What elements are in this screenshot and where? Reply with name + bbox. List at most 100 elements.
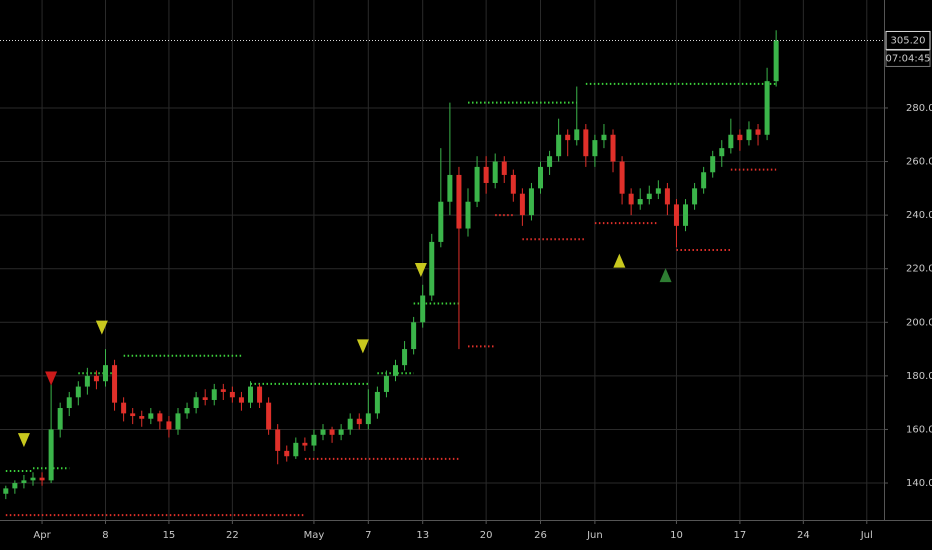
candle-body — [320, 429, 326, 435]
candle-body — [556, 134, 562, 157]
y-tick-label: 180.00 — [906, 371, 932, 382]
candle-body — [112, 365, 118, 403]
candle-body — [193, 397, 199, 409]
y-tick-label: 260.00 — [906, 157, 932, 168]
y-tick-label: 200.00 — [906, 317, 932, 328]
candle-body — [692, 188, 698, 205]
candle-body — [746, 129, 752, 141]
candle-body — [547, 156, 553, 167]
candle-body — [538, 166, 544, 189]
candle-body — [583, 129, 589, 157]
x-tick-label: 26 — [534, 530, 547, 541]
candle-body — [175, 413, 181, 430]
candle-body — [574, 129, 580, 141]
candle-body — [683, 204, 689, 226]
countdown-box — [885, 49, 931, 67]
x-tick-label: 10 — [670, 530, 683, 541]
signal-marker — [613, 253, 626, 268]
candle-body — [673, 204, 679, 226]
candle-body — [30, 477, 36, 481]
signal-marker — [659, 268, 672, 283]
candle-body — [420, 295, 426, 323]
candle-body — [710, 156, 716, 173]
candle-body — [510, 174, 516, 194]
x-tick-label: Jun — [586, 530, 603, 541]
candle-body — [66, 397, 72, 409]
candle-body — [474, 166, 480, 202]
candle-body — [528, 188, 534, 216]
candle-body — [773, 40, 779, 82]
x-tick-label: 24 — [797, 530, 810, 541]
candle-body — [646, 193, 652, 200]
candle-body — [374, 391, 380, 414]
candle-body — [157, 413, 163, 422]
candle-body — [293, 442, 299, 457]
candle-body — [338, 429, 344, 435]
candle-body — [719, 148, 725, 157]
last-price-label: 305.20 — [891, 35, 926, 46]
x-tick-label: 20 — [480, 530, 493, 541]
candle-body — [365, 413, 371, 425]
candle-body — [356, 418, 362, 425]
candle-body — [701, 172, 707, 189]
candle-body — [121, 402, 127, 414]
candle-body — [266, 402, 272, 430]
candle-body — [755, 129, 761, 135]
candle-body — [601, 134, 607, 141]
candle-body — [3, 488, 9, 494]
y-tick-label: 240.00 — [906, 210, 932, 221]
candle-body — [429, 241, 435, 296]
candle-body — [21, 480, 27, 484]
candle-body — [202, 397, 208, 400]
x-tick-label: 22 — [226, 530, 239, 541]
candle-body — [75, 386, 81, 398]
candle-body — [438, 201, 444, 242]
candle-body — [247, 386, 253, 403]
candle-body — [565, 134, 571, 141]
y-tick-label: 220.00 — [906, 264, 932, 275]
y-tick-label: 140.00 — [906, 478, 932, 489]
candle-body — [456, 174, 462, 229]
candle-body — [211, 389, 217, 400]
candle-body — [411, 322, 417, 350]
candle-body — [492, 161, 498, 183]
candle-body — [501, 161, 507, 175]
candle-body — [465, 201, 471, 229]
candle-body — [84, 375, 90, 387]
candle-body — [655, 188, 661, 194]
x-tick-label: 15 — [163, 530, 176, 541]
x-tick-label: 8 — [102, 530, 108, 541]
countdown-label: 07:04:45 — [886, 53, 931, 64]
x-tick-label: 7 — [365, 530, 371, 541]
candle-body — [166, 421, 172, 430]
candle-body — [12, 483, 18, 489]
candle-body — [238, 397, 244, 403]
y-tick-label: 160.00 — [906, 424, 932, 435]
last-price-box — [885, 30, 931, 50]
candle-body — [57, 408, 63, 430]
candle-body — [93, 375, 99, 382]
candle-body — [383, 375, 389, 392]
candle-body — [519, 193, 525, 216]
candle-body — [229, 391, 235, 398]
candle-body — [139, 416, 145, 419]
signal-marker — [45, 371, 58, 386]
candle-body — [764, 81, 770, 135]
candle-body — [447, 174, 453, 202]
candle-body — [39, 477, 45, 481]
signal-marker — [414, 263, 427, 278]
candle-body — [184, 408, 190, 414]
x-tick-label: Jul — [860, 530, 873, 541]
candle-body — [628, 193, 634, 205]
candle-body — [257, 386, 263, 403]
signal-marker — [17, 433, 30, 448]
candle-body — [393, 365, 399, 376]
x-tick-label: 13 — [416, 530, 429, 541]
y-tick-label: 280.00 — [906, 103, 932, 114]
x-tick-label: May — [304, 530, 325, 541]
candle-body — [737, 134, 743, 141]
x-tick-label: Apr — [33, 530, 51, 541]
candle-body — [637, 199, 643, 205]
